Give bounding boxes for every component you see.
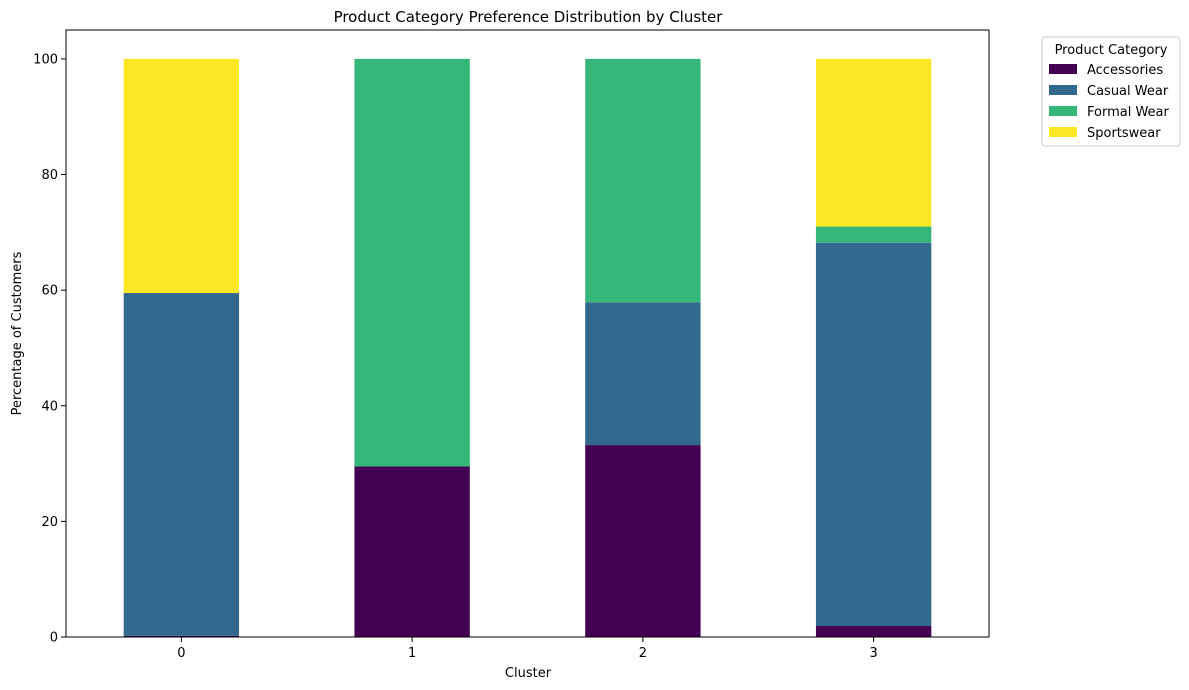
- x-tick-label: 2: [639, 646, 647, 661]
- y-tick-label: 0: [50, 631, 58, 646]
- y-tick-label: 20: [41, 515, 58, 530]
- bar-cluster-2-accessories: [585, 445, 701, 637]
- y-axis: 0 20 40 60 80 100: [33, 52, 66, 646]
- legend-swatch-accessories: [1049, 64, 1077, 74]
- bar-cluster-2-formal-wear: [585, 58, 701, 303]
- x-tick-label: 1: [408, 646, 416, 661]
- legend-label-accessories: Accessories: [1087, 63, 1163, 78]
- bar-cluster-0-sportswear: [123, 58, 240, 294]
- legend-label-formal-wear: Formal Wear: [1087, 105, 1170, 120]
- y-tick-label: 80: [41, 168, 58, 183]
- chart-title: Product Category Preference Distribution…: [334, 8, 724, 26]
- x-tick-label: 3: [869, 646, 877, 661]
- legend-label-sportswear: Sportswear: [1087, 126, 1161, 141]
- bar-cluster-1-formal-wear: [354, 58, 470, 467]
- bar-cluster-1-accessories: [354, 466, 470, 637]
- bar-cluster-3-sportswear: [815, 58, 932, 227]
- legend-swatch-sportswear: [1049, 127, 1077, 137]
- y-tick-label: 60: [41, 284, 58, 299]
- legend-title: Product Category: [1055, 43, 1168, 58]
- bar-cluster-3-casual-wear: [815, 242, 932, 627]
- x-axis: 0 1 2 3: [177, 637, 878, 661]
- bar-cluster-3-accessories: [815, 626, 932, 637]
- bar-cluster-3-formal-wear: [815, 226, 932, 243]
- legend: Product Category Accessories Casual Wear F…: [1041, 36, 1181, 147]
- legend-swatch-casual-wear: [1049, 85, 1077, 95]
- legend-label-casual-wear: Casual Wear: [1087, 84, 1169, 99]
- bars-layer: [123, 58, 932, 637]
- x-axis-label: Cluster: [505, 666, 552, 681]
- y-tick-label: 100: [33, 52, 58, 67]
- y-axis-label: Percentage of Customers: [10, 251, 25, 415]
- bar-cluster-2-casual-wear: [585, 302, 701, 446]
- legend-swatch-formal-wear: [1049, 106, 1077, 116]
- legend-items: Accessories Casual Wear Formal Wear Sportsw…: [1049, 63, 1170, 141]
- bar-cluster-0-accessories: [123, 635, 240, 637]
- x-tick-label: 0: [177, 646, 185, 661]
- y-tick-label: 40: [41, 399, 58, 414]
- bar-cluster-0-casual-wear: [123, 293, 240, 636]
- plot-area-frame: [65, 29, 990, 638]
